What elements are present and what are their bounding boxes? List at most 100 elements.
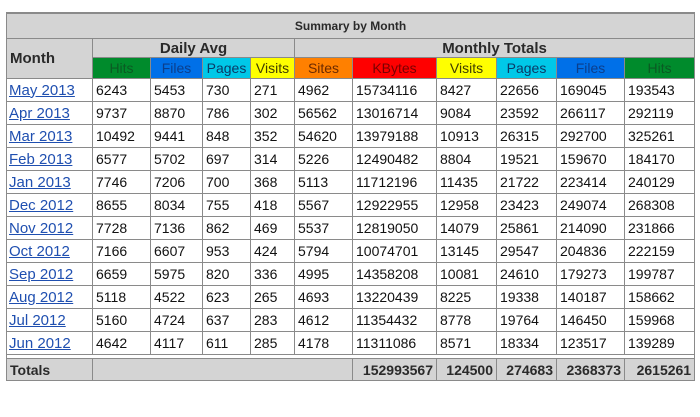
month-link[interactable]: Feb 2013 xyxy=(9,150,73,168)
cell-files: 7136 xyxy=(150,216,203,240)
cell-m-pages: 24610 xyxy=(496,262,557,286)
cell-hits: 5160 xyxy=(92,308,151,332)
cell-m-pages: 23423 xyxy=(496,193,557,217)
cell-m-hits: 193543 xyxy=(623,78,696,102)
month-link[interactable]: Nov 2012 xyxy=(9,219,74,237)
cell-visits: 424 xyxy=(250,239,295,263)
cell-pages: 730 xyxy=(202,78,251,102)
cell-m-pages: 19764 xyxy=(496,308,557,332)
daily-hits-header: Hits xyxy=(92,57,151,79)
cell-visits: 352 xyxy=(250,124,295,148)
cell-m-visits: 8778 xyxy=(436,308,497,332)
cell-m-files: 123517 xyxy=(556,331,625,355)
cell-hits: 8655 xyxy=(92,193,151,217)
month-link[interactable]: Mar 2013 xyxy=(9,127,73,145)
cell-pages: 953 xyxy=(202,239,251,263)
cell-sites: 56562 xyxy=(294,101,353,125)
cell-kbytes: 11712196 xyxy=(352,170,437,194)
cell-m-files: 266117 xyxy=(556,101,625,125)
cell-hits: 7728 xyxy=(92,216,151,240)
cell-files: 5975 xyxy=(150,262,203,286)
cell-hits: 7746 xyxy=(92,170,151,194)
cell-visits: 336 xyxy=(250,262,295,286)
month-link[interactable]: Oct 2012 xyxy=(9,242,70,260)
cell-m-files: 159670 xyxy=(556,147,625,171)
cell-kbytes: 13220439 xyxy=(352,285,437,309)
cell-sites: 5794 xyxy=(294,239,353,263)
table-row: Jun 2012 4642 4117 611 285 4178 11311086 8571 18… xyxy=(6,331,696,355)
cell-pages: 862 xyxy=(202,216,251,240)
cell-m-pages: 23592 xyxy=(496,101,557,125)
cell-m-hits: 184170 xyxy=(623,147,696,171)
month-link[interactable]: Jan 2013 xyxy=(9,173,71,191)
month-cell: Jul 2012 xyxy=(6,308,93,332)
month-header: Month xyxy=(6,38,93,79)
cell-visits: 271 xyxy=(250,78,295,102)
cell-kbytes: 12490482 xyxy=(352,147,437,171)
cell-visits: 368 xyxy=(250,170,295,194)
cell-visits: 265 xyxy=(250,285,295,309)
cell-hits: 10492 xyxy=(92,124,151,148)
cell-files: 4117 xyxy=(150,331,203,355)
month-cell: Nov 2012 xyxy=(6,216,93,240)
month-cell: Jan 2013 xyxy=(6,170,93,194)
table-row: Aug 2012 5118 4522 623 265 4693 13220439 8225 19… xyxy=(6,285,696,309)
cell-kbytes: 15734116 xyxy=(352,78,437,102)
month-cell: Mar 2013 xyxy=(6,124,93,148)
month-link[interactable]: May 2013 xyxy=(9,81,75,99)
cell-visits: 283 xyxy=(250,308,295,332)
cell-m-visits: 8804 xyxy=(436,147,497,171)
cell-m-pages: 22656 xyxy=(496,78,557,102)
monthly-files-header: Files xyxy=(556,57,625,79)
totals-label: Totals xyxy=(6,358,93,381)
cell-m-hits: 199787 xyxy=(623,262,696,286)
totals-kbytes: 152993567 xyxy=(352,358,437,381)
cell-pages: 786 xyxy=(202,101,251,125)
cell-visits: 302 xyxy=(250,101,295,125)
cell-sites: 4178 xyxy=(294,331,353,355)
month-cell: Feb 2013 xyxy=(6,147,93,171)
cell-visits: 418 xyxy=(250,193,295,217)
cell-m-visits: 12958 xyxy=(436,193,497,217)
month-cell: Sep 2012 xyxy=(6,262,93,286)
summary-table: Summary by Month Month Daily Avg Monthly… xyxy=(5,12,696,381)
cell-m-visits: 13145 xyxy=(436,239,497,263)
cell-sites: 4693 xyxy=(294,285,353,309)
month-cell: Oct 2012 xyxy=(6,239,93,263)
cell-m-pages: 26315 xyxy=(496,124,557,148)
cell-m-hits: 292119 xyxy=(623,101,696,125)
cell-hits: 5118 xyxy=(92,285,151,309)
cell-m-pages: 29547 xyxy=(496,239,557,263)
month-link[interactable]: Aug 2012 xyxy=(9,288,74,306)
totals-files: 2368373 xyxy=(556,358,625,381)
table-row: Oct 2012 7166 6607 953 424 5794 10074701 13145 2… xyxy=(6,239,696,263)
cell-m-visits: 8225 xyxy=(436,285,497,309)
cell-files: 7206 xyxy=(150,170,203,194)
cell-m-files: 146450 xyxy=(556,308,625,332)
cell-m-hits: 240129 xyxy=(623,170,696,194)
table-row: Sep 2012 6659 5975 820 336 4995 14358208 10081 2… xyxy=(6,262,696,286)
cell-sites: 5567 xyxy=(294,193,353,217)
month-link[interactable]: Jun 2012 xyxy=(9,334,71,352)
monthly-totals-header: Monthly Totals xyxy=(293,38,696,58)
table-row: Jul 2012 5160 4724 637 283 4612 11354432 8778 19… xyxy=(6,308,696,332)
cell-m-hits: 159968 xyxy=(623,308,696,332)
cell-m-visits: 11435 xyxy=(436,170,497,194)
table-row: Dec 2012 8655 8034 755 418 5567 12922955 12958 2… xyxy=(6,193,696,217)
month-link[interactable]: Apr 2013 xyxy=(9,104,70,122)
cell-kbytes: 11354432 xyxy=(352,308,437,332)
totals-visits: 124500 xyxy=(436,358,497,381)
cell-kbytes: 12922955 xyxy=(352,193,437,217)
cell-pages: 697 xyxy=(202,147,251,171)
month-link[interactable]: Sep 2012 xyxy=(9,265,74,283)
cell-files: 4522 xyxy=(150,285,203,309)
month-cell: May 2013 xyxy=(6,78,93,102)
summary-by-month-panel: Summary by Month Month Daily Avg Monthly… xyxy=(5,12,696,381)
cell-m-files: 249074 xyxy=(556,193,625,217)
cell-m-files: 140187 xyxy=(556,285,625,309)
month-link[interactable]: Dec 2012 xyxy=(9,196,74,214)
month-link[interactable]: Jul 2012 xyxy=(9,311,66,329)
cell-m-pages: 21722 xyxy=(496,170,557,194)
daily-pages-header: Pages xyxy=(202,57,251,79)
table-title: Summary by Month xyxy=(5,12,696,39)
